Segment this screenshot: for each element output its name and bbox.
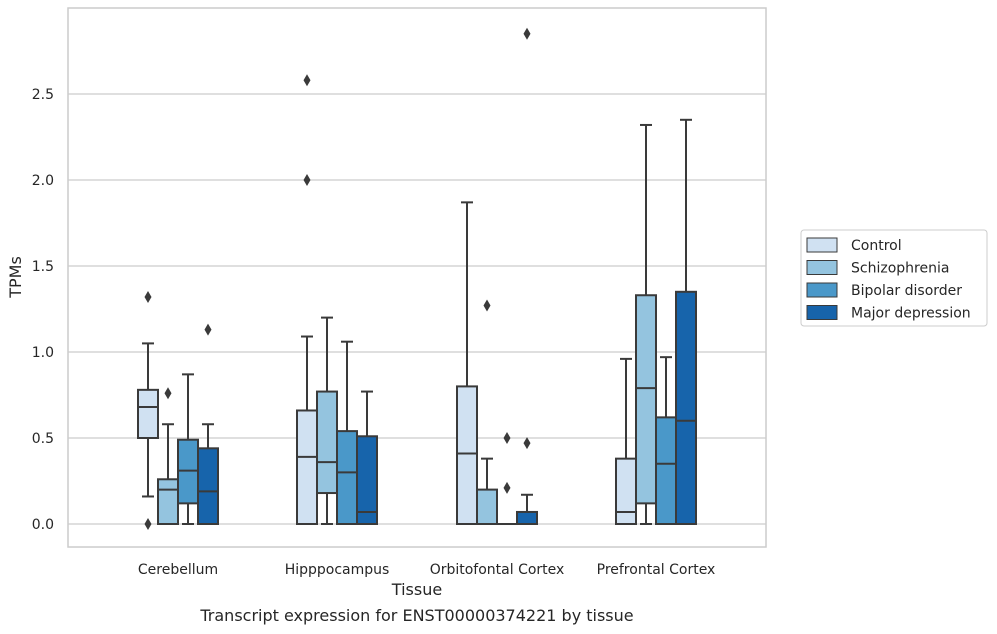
box-major-depression	[356, 390, 378, 525]
y-tick-labels: 0.0 0.5 1.0 1.5 2.0 2.5	[32, 87, 54, 533]
box-bipolar-disorder	[496, 432, 518, 526]
box-iqr	[316, 390, 338, 495]
legend-label: Control	[851, 238, 902, 254]
box-iqr	[336, 430, 358, 525]
y-axis-label: TPMs	[6, 256, 25, 299]
legend-label: Bipolar disorder	[851, 283, 962, 299]
box-schizophrenia	[635, 123, 657, 525]
plot-area-frame	[67, 7, 767, 548]
outlier-point	[303, 74, 311, 87]
figure-caption: Transcript expression for ENST0000037422…	[200, 606, 634, 625]
outlier-point	[523, 437, 531, 450]
box-iqr	[476, 488, 498, 526]
legend-swatch	[806, 237, 838, 253]
box-schizophrenia	[316, 316, 338, 525]
box-control	[137, 290, 159, 530]
box-schizophrenia	[476, 299, 498, 526]
legend-label: Major depression	[851, 306, 971, 322]
box-iqr	[615, 457, 637, 526]
box-iqr	[157, 478, 179, 525]
legend: Control Schizophrenia Bipolar disorder Majo…	[800, 229, 988, 327]
outlier-point	[204, 323, 212, 336]
box-major-depression	[516, 27, 538, 525]
outlier-point	[164, 387, 172, 400]
box-layer	[137, 27, 697, 530]
legend-swatch	[806, 260, 838, 275]
box-control	[615, 357, 637, 526]
outlier-point	[523, 27, 531, 40]
box-iqr	[675, 290, 697, 525]
box-iqr	[296, 409, 318, 526]
x-tick-label: Prefrontal Cortex	[597, 562, 716, 578]
x-axis-label: Tissue	[391, 580, 442, 599]
box-major-depression	[675, 118, 697, 525]
outlier-point	[503, 481, 511, 494]
y-tick-label: 1.0	[32, 345, 54, 361]
legend-swatch	[806, 282, 838, 298]
box-iqr	[356, 435, 378, 525]
y-tick-label: 0.0	[32, 517, 54, 533]
y-tick-label: 2.0	[32, 173, 54, 189]
y-tick-label: 1.5	[32, 259, 54, 275]
box-iqr	[456, 385, 478, 525]
outlier-point	[144, 290, 152, 303]
x-tick-label: Orbitofontal Cortex	[430, 562, 565, 578]
box-iqr	[197, 447, 219, 526]
box-iqr	[516, 510, 538, 525]
outlier-point	[303, 174, 311, 186]
y-tick-label: 2.5	[32, 87, 54, 103]
box-bipolar-disorder	[177, 373, 199, 525]
legend-label: Schizophrenia	[851, 261, 949, 277]
y-tick-label: 0.5	[32, 431, 54, 447]
box-bipolar-disorder	[655, 356, 677, 525]
outlier-point	[144, 518, 152, 530]
box-major-depression	[197, 323, 219, 526]
x-tick-label: Cerebellum	[138, 562, 218, 578]
x-tick-labels: Cerebellum Hipppocampus Orbitofontal Corte…	[138, 562, 715, 578]
box-control	[456, 201, 478, 525]
box-iqr	[635, 294, 657, 505]
outlier-point	[503, 432, 511, 444]
box-schizophrenia	[157, 387, 179, 525]
box-bipolar-disorder	[336, 340, 358, 525]
box-control	[296, 74, 318, 526]
legend-swatch	[806, 305, 838, 320]
outlier-point	[483, 299, 491, 312]
x-tick-label: Hipppocampus	[285, 562, 390, 578]
legend-frame	[800, 229, 988, 327]
box-iqr	[137, 388, 159, 439]
box-iqr	[655, 416, 677, 525]
